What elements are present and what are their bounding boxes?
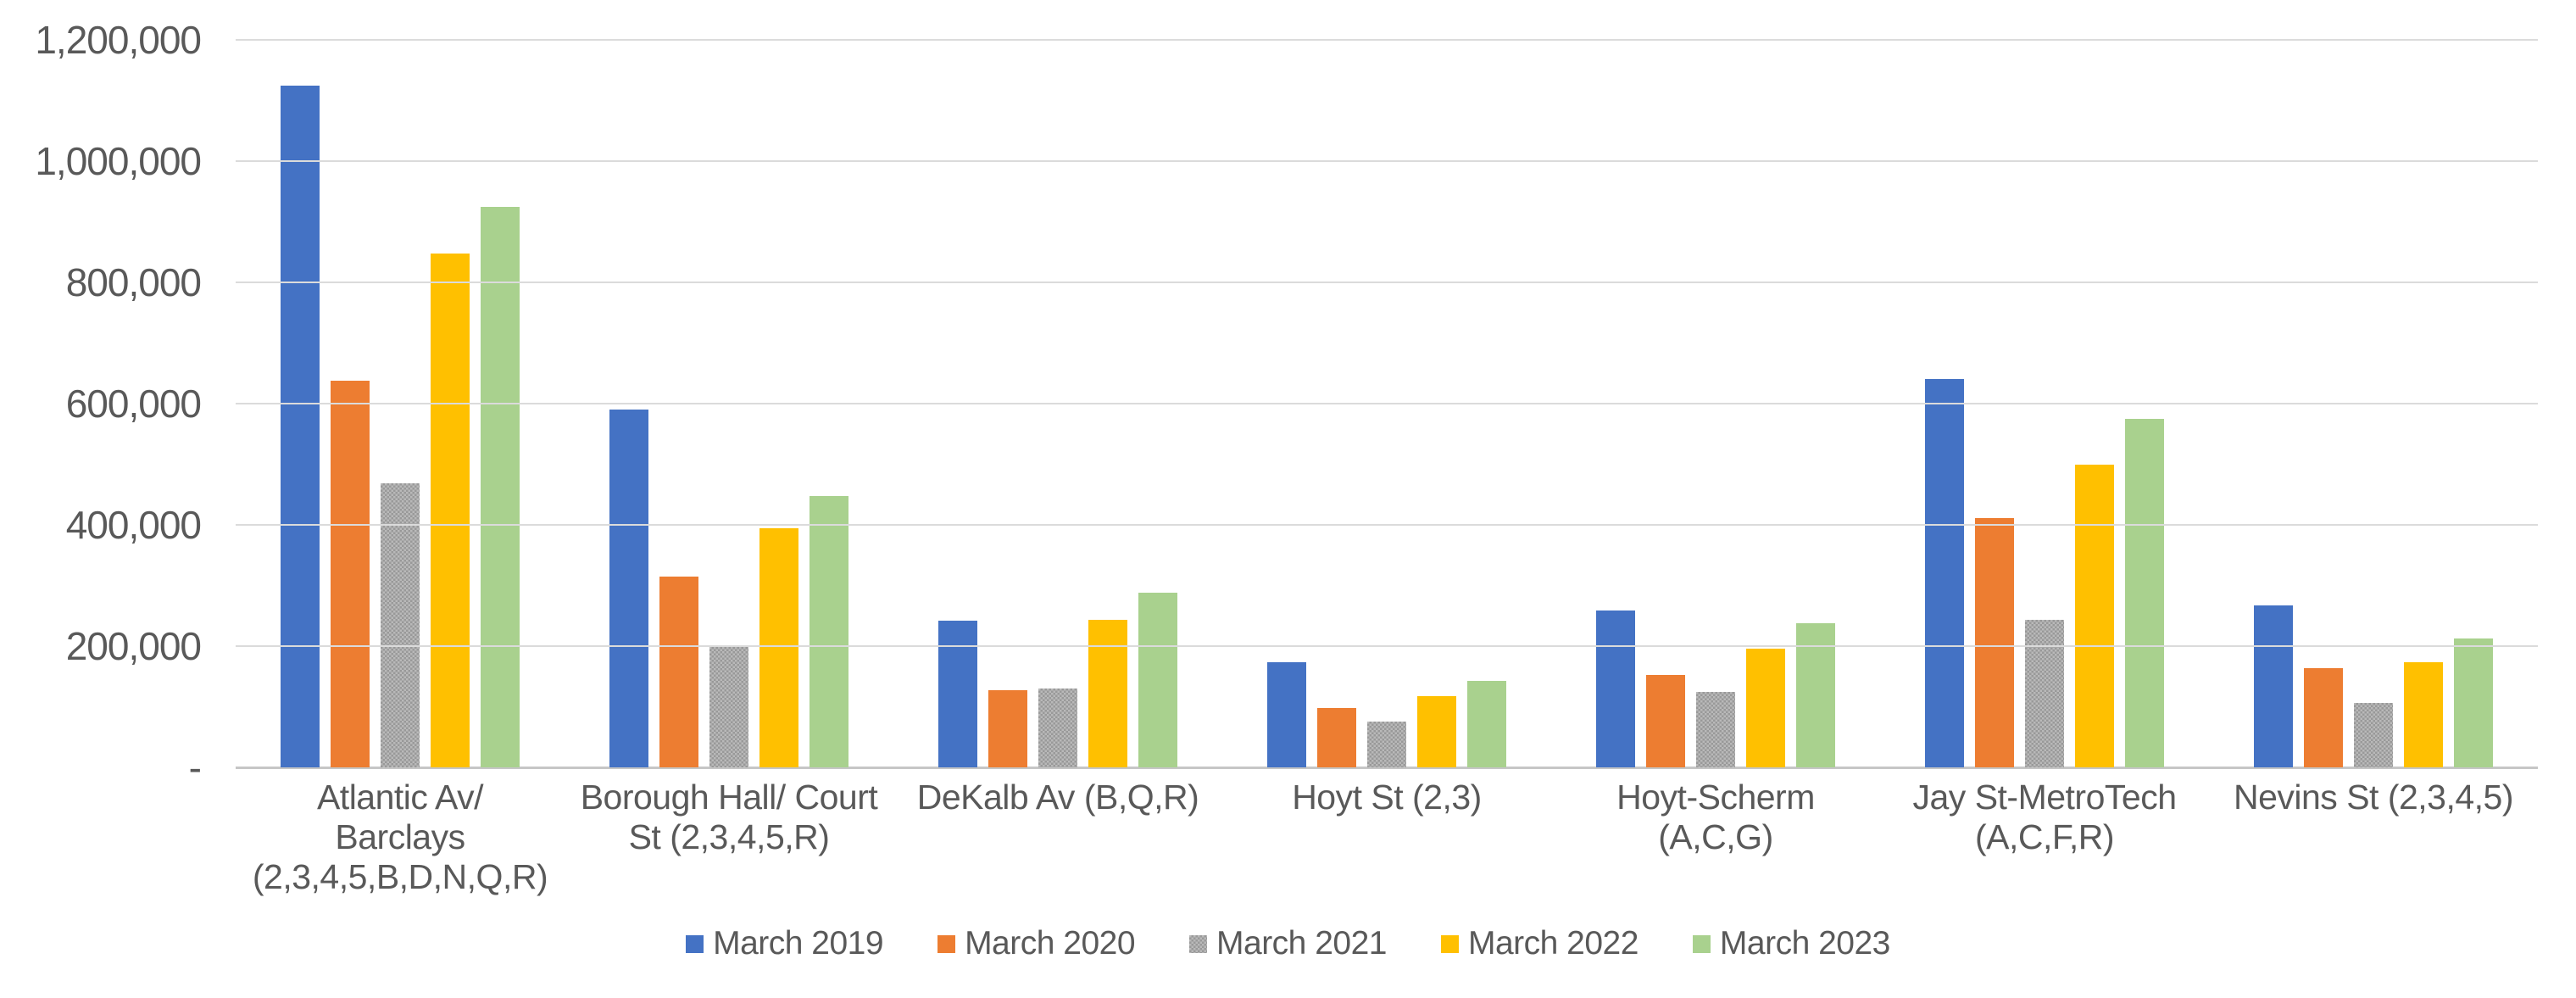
bar-march-2019-nevins-st — [2254, 605, 2293, 767]
plot-area — [236, 39, 2538, 769]
legend-swatch-march-2023 — [1692, 934, 1711, 953]
category-label-hoyt-st: Hoyt St (2,3) — [1292, 778, 1482, 817]
bar-march-2021-hoyt-scherm — [1696, 692, 1735, 767]
gridline — [236, 524, 2538, 526]
x-axis-line — [236, 767, 2538, 769]
bar-march-2020-atlantic-av-barclays — [331, 380, 370, 767]
legend-item-march-2021: March 2021 — [1189, 926, 1387, 962]
bar-group-hoyt-st — [1222, 40, 1551, 767]
bar-group-hoyt-scherm — [1551, 40, 1880, 767]
y-tick-label: 400,000 — [65, 503, 202, 547]
bar-march-2019-borough-hall-court-st — [609, 410, 648, 767]
legend-label-march-2022: March 2022 — [1467, 925, 1639, 962]
gridline — [236, 160, 2538, 162]
bar-groups — [236, 40, 2538, 767]
bar-march-2023-hoyt-st — [1467, 681, 1506, 767]
bar-march-2020-jay-st-metrotech — [1975, 518, 2014, 767]
legend-item-march-2022: March 2022 — [1440, 925, 1639, 962]
bar-march-2019-jay-st-metrotech — [1925, 379, 1964, 767]
bar-march-2023-dekalb-av — [1138, 593, 1177, 767]
bar-group-atlantic-av-barclays — [236, 40, 565, 767]
category-axis: Atlantic Av/ Barclays (2,3,4,5,B,D,N,Q,R… — [236, 778, 2538, 897]
legend-label-march-2019: March 2019 — [713, 925, 884, 962]
bar-march-2021-atlantic-av-barclays — [381, 483, 420, 767]
category-label-dekalb-av: DeKalb Av (B,Q,R) — [916, 778, 1199, 817]
bar-march-2021-jay-st-metrotech — [2025, 620, 2064, 767]
bar-march-2023-hoyt-scherm — [1796, 622, 1835, 767]
legend-label-march-2023: March 2023 — [1719, 925, 1890, 962]
category-label-atlantic-av-barclays: Atlantic Av/ Barclays (2,3,4,5,B,D,N,Q,R… — [252, 778, 548, 896]
gridline — [236, 403, 2538, 404]
bar-march-2022-hoyt-scherm — [1746, 648, 1785, 767]
legend-label-march-2021: March 2021 — [1216, 925, 1387, 962]
bar-march-2019-dekalb-av — [938, 620, 977, 767]
bar-group-jay-st-metrotech — [1880, 40, 2209, 767]
bar-group-dekalb-av — [893, 40, 1222, 767]
bar-march-2023-atlantic-av-barclays — [481, 206, 520, 767]
bar-march-2022-dekalb-av — [1088, 620, 1127, 767]
y-tick-label: - — [188, 745, 202, 789]
y-axis: 1,200,000 1,000,000 800,000 600,000 400,000 2… — [0, 20, 202, 787]
category-label-nevins-st: Nevins St (2,3,4,5) — [2233, 778, 2514, 817]
y-tick-label: 1,200,000 — [35, 18, 202, 62]
bar-march-2023-jay-st-metrotech — [2125, 418, 2164, 767]
gridline — [236, 282, 2538, 283]
y-tick-label: 800,000 — [65, 260, 202, 304]
legend-label-march-2020: March 2020 — [965, 925, 1136, 962]
bar-march-2020-dekalb-av — [988, 690, 1027, 767]
gridline — [236, 645, 2538, 647]
bar-march-2023-borough-hall-court-st — [810, 495, 848, 767]
category-label-jay-st-metrotech: Jay St-MetroTech (A,C,F,R) — [1912, 778, 2178, 856]
bar-group-nevins-st — [2209, 40, 2538, 767]
bar-march-2022-hoyt-st — [1417, 696, 1456, 767]
bar-march-2020-hoyt-st — [1317, 707, 1356, 767]
bar-march-2021-borough-hall-court-st — [709, 646, 748, 767]
bar-march-2022-jay-st-metrotech — [2075, 464, 2114, 767]
legend-item-march-2019: March 2019 — [686, 925, 884, 962]
bar-march-2019-hoyt-st — [1267, 662, 1306, 767]
bar-march-2019-atlantic-av-barclays — [281, 85, 320, 767]
legend-swatch-march-2019 — [686, 934, 704, 953]
gridline — [236, 39, 2538, 41]
y-tick-label: 200,000 — [65, 624, 202, 668]
legend: March 2019 March 2020 March 2021 March 2022… — [0, 926, 2576, 962]
bar-march-2020-hoyt-scherm — [1646, 674, 1685, 767]
legend-swatch-march-2021 — [1189, 934, 1208, 953]
bar-march-2022-borough-hall-court-st — [759, 528, 798, 767]
bar-march-2022-nevins-st — [2404, 662, 2443, 767]
y-tick-label: 1,000,000 — [35, 139, 202, 183]
bar-march-2021-hoyt-st — [1367, 722, 1406, 767]
bar-march-2020-borough-hall-court-st — [659, 576, 698, 767]
bar-march-2020-nevins-st — [2304, 668, 2343, 767]
bar-march-2019-hoyt-scherm — [1596, 610, 1635, 767]
legend-swatch-march-2020 — [937, 934, 956, 953]
legend-item-march-2023: March 2023 — [1692, 925, 1890, 962]
bar-march-2021-nevins-st — [2354, 702, 2393, 767]
legend-item-march-2020: March 2020 — [937, 925, 1136, 962]
bar-group-borough-hall-court-st — [565, 40, 893, 767]
category-label-hoyt-scherm: Hoyt-Scherm (A,C,G) — [1616, 778, 1815, 856]
category-label-borough-hall-court-st: Borough Hall/ Court St (2,3,4,5,R) — [580, 778, 878, 856]
bar-march-2021-dekalb-av — [1038, 689, 1077, 767]
legend-swatch-march-2022 — [1440, 934, 1459, 953]
bar-march-2023-nevins-st — [2454, 638, 2493, 767]
bar-march-2022-atlantic-av-barclays — [431, 253, 470, 767]
y-tick-label: 600,000 — [65, 382, 202, 426]
